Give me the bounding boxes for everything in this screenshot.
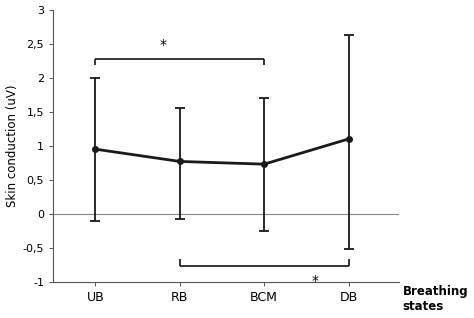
Y-axis label: Skin conduction (uV): Skin conduction (uV) bbox=[6, 85, 18, 207]
Text: Breathing
states: Breathing states bbox=[402, 285, 468, 313]
Text: *: * bbox=[159, 38, 166, 52]
Text: *: * bbox=[311, 274, 318, 288]
